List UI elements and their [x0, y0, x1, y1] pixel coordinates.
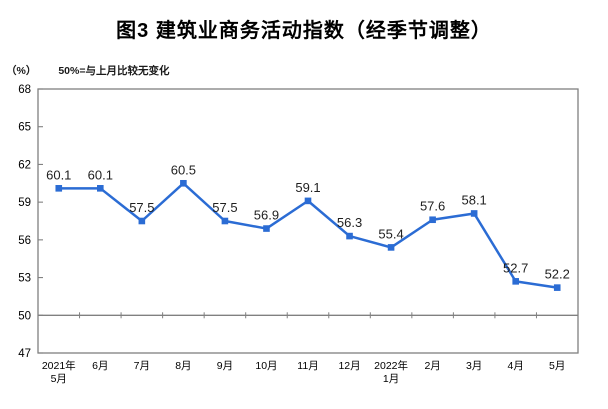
x-axis-label: 8月	[175, 360, 191, 372]
x-axis-label: 2022年	[374, 359, 408, 372]
data-label: 55.4	[378, 226, 403, 241]
data-label: 60.5	[171, 162, 196, 177]
x-axis-label: 6月	[92, 360, 108, 372]
x-axis-label: 11月	[297, 360, 318, 372]
chart-subtitle-row: （%） 50%=与上月比较无变化	[6, 63, 170, 78]
y-axis-tick-label: 47	[18, 348, 31, 360]
x-axis-label: 10月	[255, 360, 277, 372]
data-label: 56.3	[337, 215, 362, 230]
data-point-marker	[138, 217, 146, 225]
data-point-marker	[470, 210, 478, 217]
data-point-marker	[553, 284, 561, 291]
x-axis-label: 2021年	[42, 359, 76, 372]
y-axis-tick-label: 50	[18, 310, 31, 322]
data-label: 57.5	[212, 200, 237, 215]
x-axis-label: 5月	[549, 360, 565, 372]
data-label: 59.1	[295, 180, 320, 195]
reference-note-label: 50%=与上月比较无变化	[58, 65, 170, 77]
y-axis-tick-label: 65	[18, 122, 31, 134]
x-axis-label: 5月	[51, 373, 67, 385]
data-point-marker	[304, 197, 312, 205]
x-axis-label: 1月	[383, 373, 399, 385]
data-label: 60.1	[88, 167, 113, 182]
data-label: 60.1	[46, 167, 71, 182]
x-axis-label: 2月	[424, 360, 440, 372]
data-point-marker	[429, 216, 436, 224]
data-point-marker	[512, 278, 519, 285]
data-point-marker	[221, 217, 229, 225]
data-label: 52.2	[545, 267, 570, 282]
x-axis-label: 9月	[217, 360, 233, 372]
y-axis-tick-label: 53	[18, 273, 31, 285]
x-axis-label: 7月	[134, 360, 150, 372]
data-point-marker	[263, 225, 270, 232]
data-label: 52.7	[503, 260, 528, 275]
data-label: 56.9	[254, 208, 279, 223]
data-point-marker	[387, 244, 395, 251]
y-axis-tick-label: 56	[18, 235, 31, 247]
y-axis-tick-label: 59	[18, 197, 31, 209]
data-point-marker	[55, 185, 63, 192]
y-axis-tick-label: 68	[18, 84, 31, 96]
x-axis-label: 4月	[508, 360, 524, 372]
data-point-marker	[97, 185, 104, 192]
y-axis-tick-label: 62	[18, 159, 31, 171]
data-label: 57.6	[420, 199, 445, 214]
plot-frame	[37, 88, 579, 354]
x-axis-label: 12月	[338, 360, 360, 372]
data-point-marker	[180, 179, 187, 187]
y-axis-unit-label: （%）	[6, 65, 37, 77]
data-label: 57.5	[129, 200, 154, 215]
x-axis-label: 3月	[466, 360, 482, 372]
chart-title: 图3 建筑业商务活动指数（经季节调整）	[116, 20, 492, 42]
data-point-marker	[346, 232, 353, 240]
data-label: 58.1	[461, 192, 486, 207]
